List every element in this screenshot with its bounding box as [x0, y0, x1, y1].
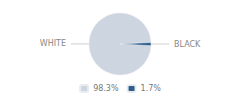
svg-text:BLACK: BLACK [174, 40, 201, 49]
svg-text:1.7%: 1.7% [141, 84, 162, 93]
svg-text:WHITE: WHITE [40, 39, 66, 48]
svg-text:98.3%: 98.3% [93, 84, 119, 93]
